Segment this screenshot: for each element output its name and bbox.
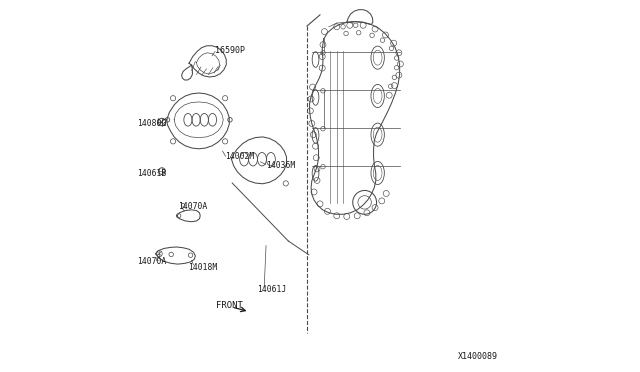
Text: FRONT: FRONT <box>216 301 243 310</box>
Text: 14036M: 14036M <box>266 161 295 170</box>
Text: 14018M: 14018M <box>188 263 217 272</box>
Text: 14061J: 14061J <box>257 285 287 294</box>
Text: X1400089: X1400089 <box>458 352 498 361</box>
Text: 14070A: 14070A <box>137 257 166 266</box>
Text: 14070A: 14070A <box>178 202 207 211</box>
Text: 14080G: 14080G <box>137 119 166 128</box>
Text: 14002M: 14002M <box>225 153 255 161</box>
Text: 14061B: 14061B <box>137 169 166 178</box>
Text: 16590P: 16590P <box>215 46 245 55</box>
